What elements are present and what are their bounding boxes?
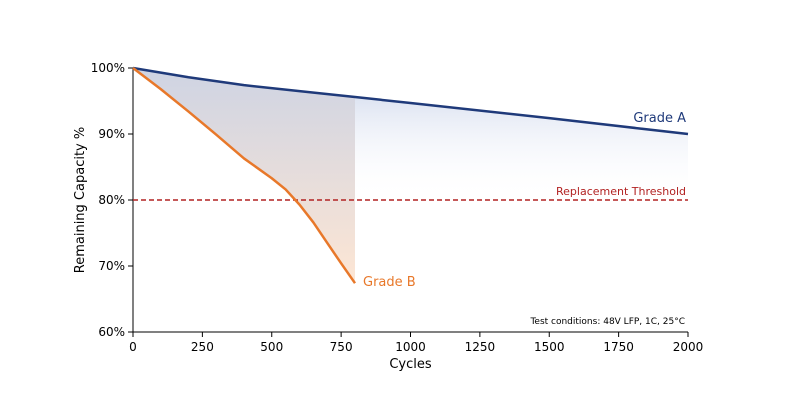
x-tick-label: 500 [260, 340, 283, 354]
x-tick-label: 750 [330, 340, 353, 354]
x-tick-label: 1000 [395, 340, 426, 354]
x-tick-label: 1500 [534, 340, 565, 354]
test-conditions-note: Test conditions: 48V LFP, 1C, 25°C [529, 317, 685, 327]
series-label-grade-b: Grade B [363, 275, 416, 290]
series-label-grade-a: Grade A [633, 111, 686, 126]
threshold-label: Replacement Threshold [556, 185, 686, 198]
series-line-grade-b [132, 67, 357, 284]
y-tick-label: 100% [91, 61, 125, 75]
y-tick-label: 90% [98, 127, 125, 141]
fill-between-grades [133, 68, 355, 284]
x-tick-label: 1750 [603, 340, 634, 354]
x-axis-label: Cycles [389, 357, 432, 372]
x-tick-label: 2000 [673, 340, 704, 354]
series-line-grade-a [132, 66, 689, 136]
y-tick-label: 80% [98, 193, 125, 207]
y-axis-label: Remaining Capacity % [73, 127, 88, 273]
x-tick-label: 1250 [465, 340, 496, 354]
y-tick-label: 60% [98, 325, 125, 339]
fill-under-grade-a [355, 97, 688, 200]
x-tick-label: 250 [191, 340, 214, 354]
y-tick-label: 70% [98, 259, 125, 273]
x-tick-label: 0 [129, 340, 137, 354]
